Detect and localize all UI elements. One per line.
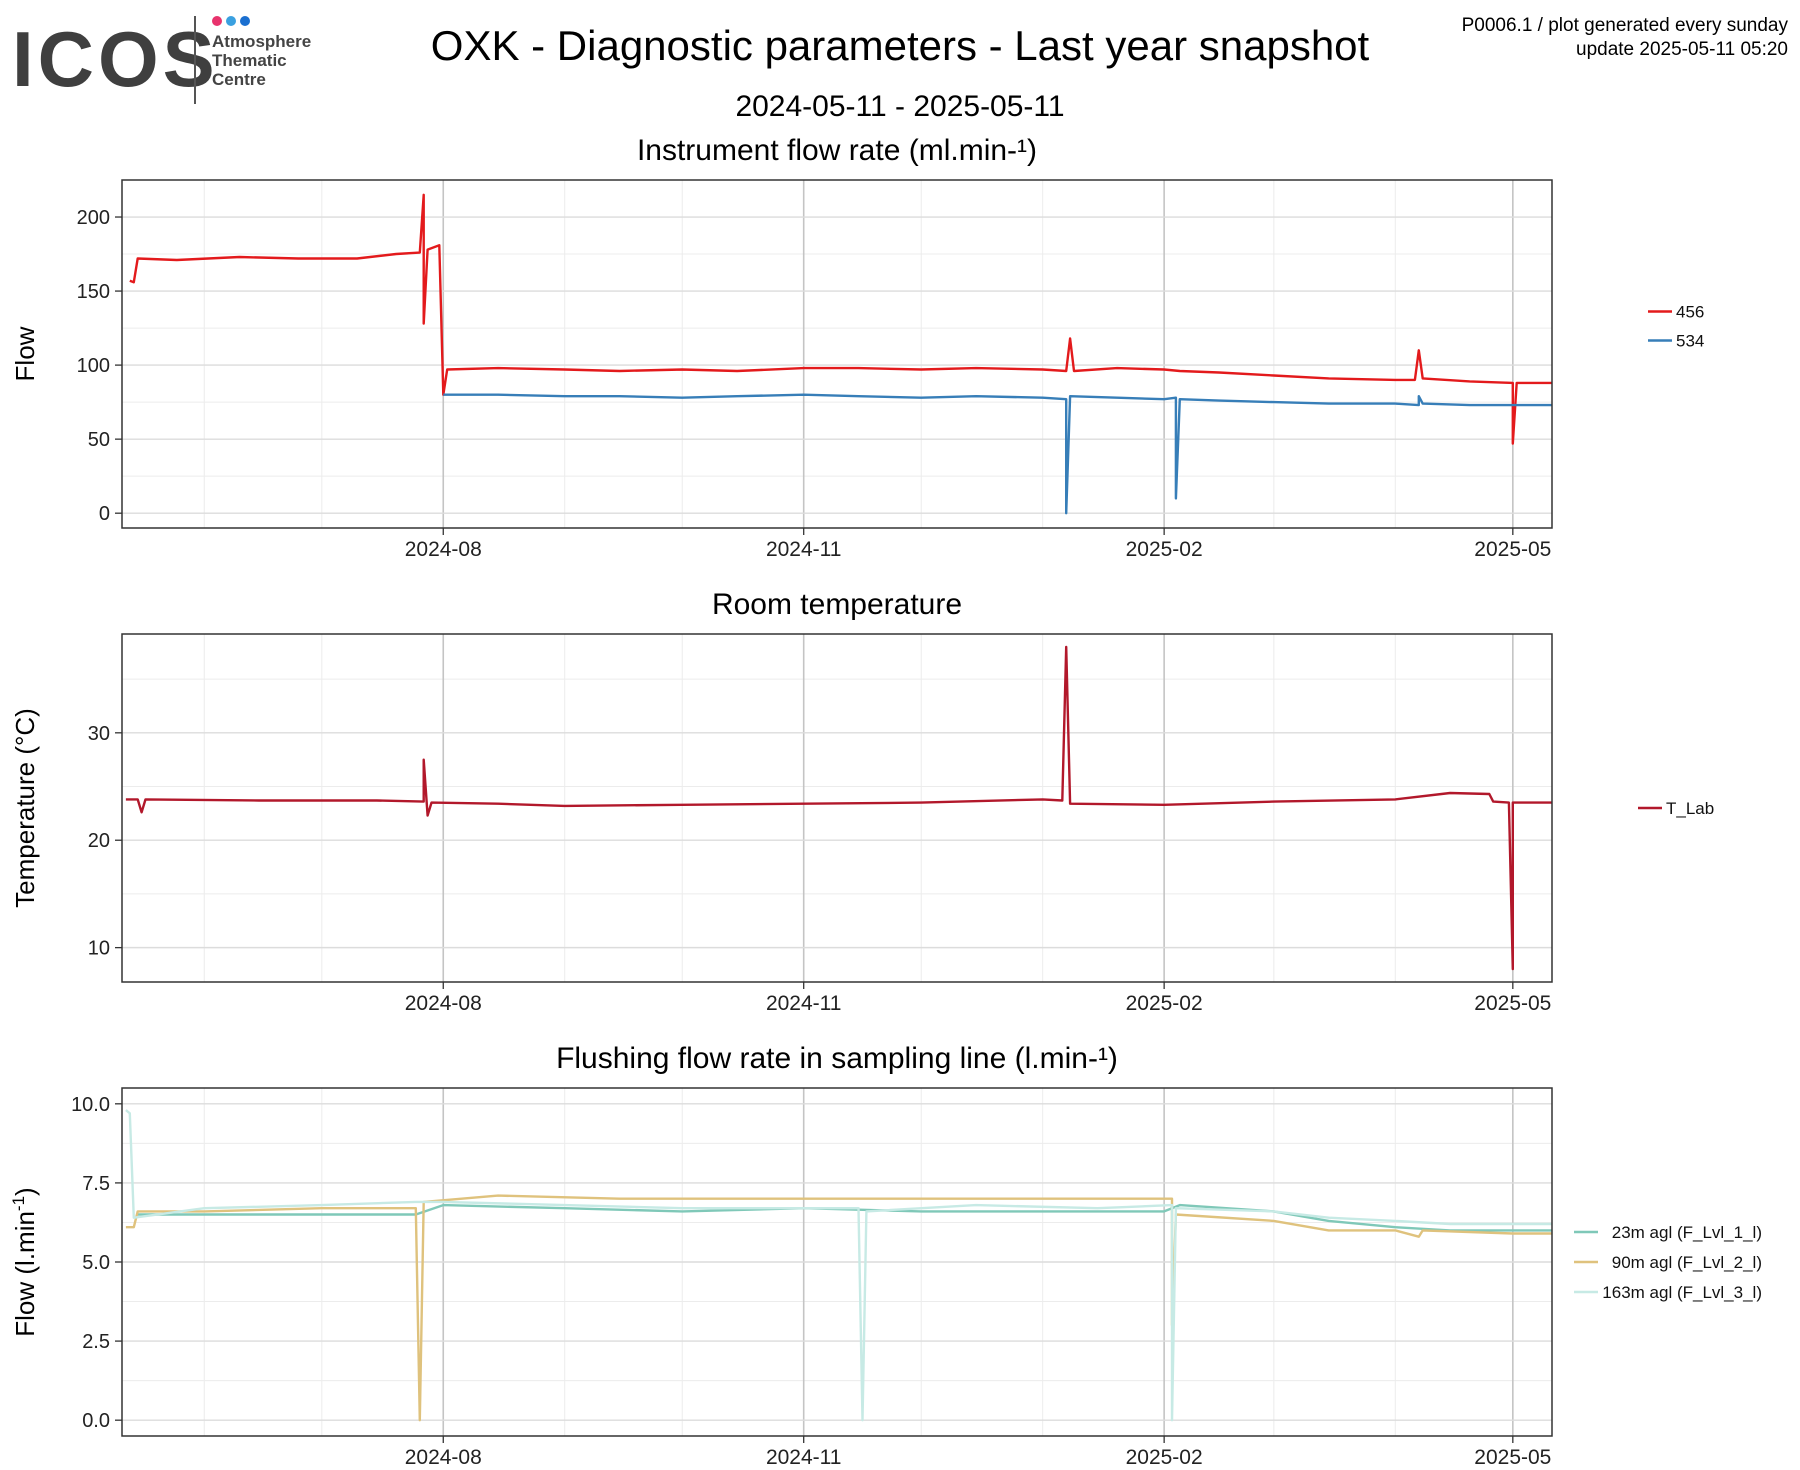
series-line-456 [129, 193, 1552, 445]
plot-frame [121, 633, 1553, 983]
logo-dot-lightblue [226, 16, 236, 26]
legend-label: 534 [1676, 332, 1704, 351]
legend-label: 456 [1676, 303, 1704, 322]
y-axis-label: Flow [10, 326, 40, 381]
chart-panel-2: 10 20 30 2024-08 2024-11 2025-02 2025-05 Room t… [10, 588, 1714, 1015]
x-tick-label: 2024-08 [405, 1446, 482, 1469]
gridlines [122, 180, 1552, 528]
logo-divider [194, 16, 196, 104]
x-tick-label: 2024-08 [405, 538, 482, 561]
series-line-t-lab [125, 645, 1552, 971]
plot-meta-line-1: P0006.1 / plot generated every sunday [1461, 15, 1788, 36]
plot-area [122, 180, 1552, 528]
y-tick-label: 0 [99, 503, 110, 525]
x-tick-label: 2025-02 [1126, 992, 1203, 1015]
legend: 23m agl (F_Lvl_1_l) 90m agl (F_Lvl_2_l) 16… [1574, 1223, 1762, 1302]
plot-area [122, 634, 1552, 982]
x-tick-label: 2025-05 [1474, 992, 1551, 1015]
series-line-23m-agl-f-lvl-1-l- [137, 1203, 1552, 1232]
y-axis-label: Flow (l.min-1) [9, 1187, 40, 1336]
plot-meta: P0006.1 / plot generated every sunday up… [1462, 14, 1788, 62]
x-tick-label: 2024-11 [766, 1446, 842, 1469]
series-line-90m-agl-f-lvl-2-l- [125, 1194, 1552, 1422]
legend: T_Lab [1638, 799, 1714, 818]
y-tick-label: 30 [88, 723, 110, 745]
plot-frame [121, 179, 1553, 529]
x-tick-label: 2025-05 [1474, 1446, 1551, 1469]
series-line-163m-agl-f-lvl-3-l- [125, 1109, 1552, 1422]
legend-label: 163m agl (F_Lvl_3_l) [1602, 1283, 1762, 1302]
legend-label: 90m agl (F_Lvl_2_l) [1612, 1253, 1762, 1272]
x-tick-label: 2025-05 [1474, 538, 1551, 561]
logo-dot-blue [240, 16, 250, 26]
date-range: 2024-05-11 - 2025-05-11 [735, 90, 1065, 123]
x-tick-label: 2025-02 [1126, 538, 1203, 561]
y-tick-label: 20 [88, 830, 110, 852]
y-tick-label: 5.0 [82, 1252, 110, 1274]
y-tick-label: 0.0 [82, 1410, 110, 1432]
logo-subtitle-line-2: Thematic [212, 51, 287, 70]
y-tick-label: 10.0 [71, 1094, 110, 1116]
chart-title: Instrument flow rate (ml.min-¹) [637, 134, 1037, 167]
legend: 456 534 [1648, 303, 1704, 351]
y-axis-label: Temperature (°C) [10, 708, 40, 908]
y-tick-label: 150 [77, 281, 110, 303]
icos-logo-wordmark: ICOS [12, 15, 219, 103]
logo-subtitle-line-3: Centre [212, 70, 266, 89]
y-tick-label: 200 [77, 207, 110, 229]
y-tick-label: 7.5 [82, 1173, 110, 1195]
chart-panel-1: 0 50 100 150 200 2024-08 2024-11 2025-02 2025-05… [10, 134, 1704, 561]
chart-panel-3: 0.0 2.5 5.0 7.5 10.0 2024-08 2024-11 2025-02 202… [9, 1042, 1762, 1469]
chart-title: Flushing flow rate in sampling line (l.m… [556, 1042, 1118, 1075]
chart-title: Room temperature [712, 588, 962, 621]
page-title: OXK - Diagnostic parameters - Last year … [430, 22, 1370, 69]
gridlines [122, 634, 1552, 982]
legend-label: 23m agl (F_Lvl_1_l) [1612, 1223, 1762, 1242]
y-tick-label: 50 [88, 429, 110, 451]
x-tick-label: 2024-11 [766, 992, 842, 1015]
logo-subtitle-line-1: Atmosphere [212, 32, 312, 51]
legend-label: T_Lab [1666, 799, 1714, 818]
x-tick-label: 2025-02 [1126, 1446, 1203, 1469]
logo-dot-pink [212, 16, 222, 26]
y-tick-label: 10 [88, 938, 110, 960]
x-tick-label: 2024-08 [405, 992, 482, 1015]
update-timestamp: update 2025-05-11 05:20 [1576, 39, 1788, 60]
logo-subtitle: Atmosphere Thematic Centre [212, 32, 311, 89]
y-tick-label: 100 [77, 355, 110, 377]
series-line-534 [443, 393, 1552, 515]
y-tick-label: 2.5 [82, 1331, 110, 1353]
x-tick-label: 2024-11 [766, 538, 842, 561]
gridlines [122, 1088, 1552, 1436]
